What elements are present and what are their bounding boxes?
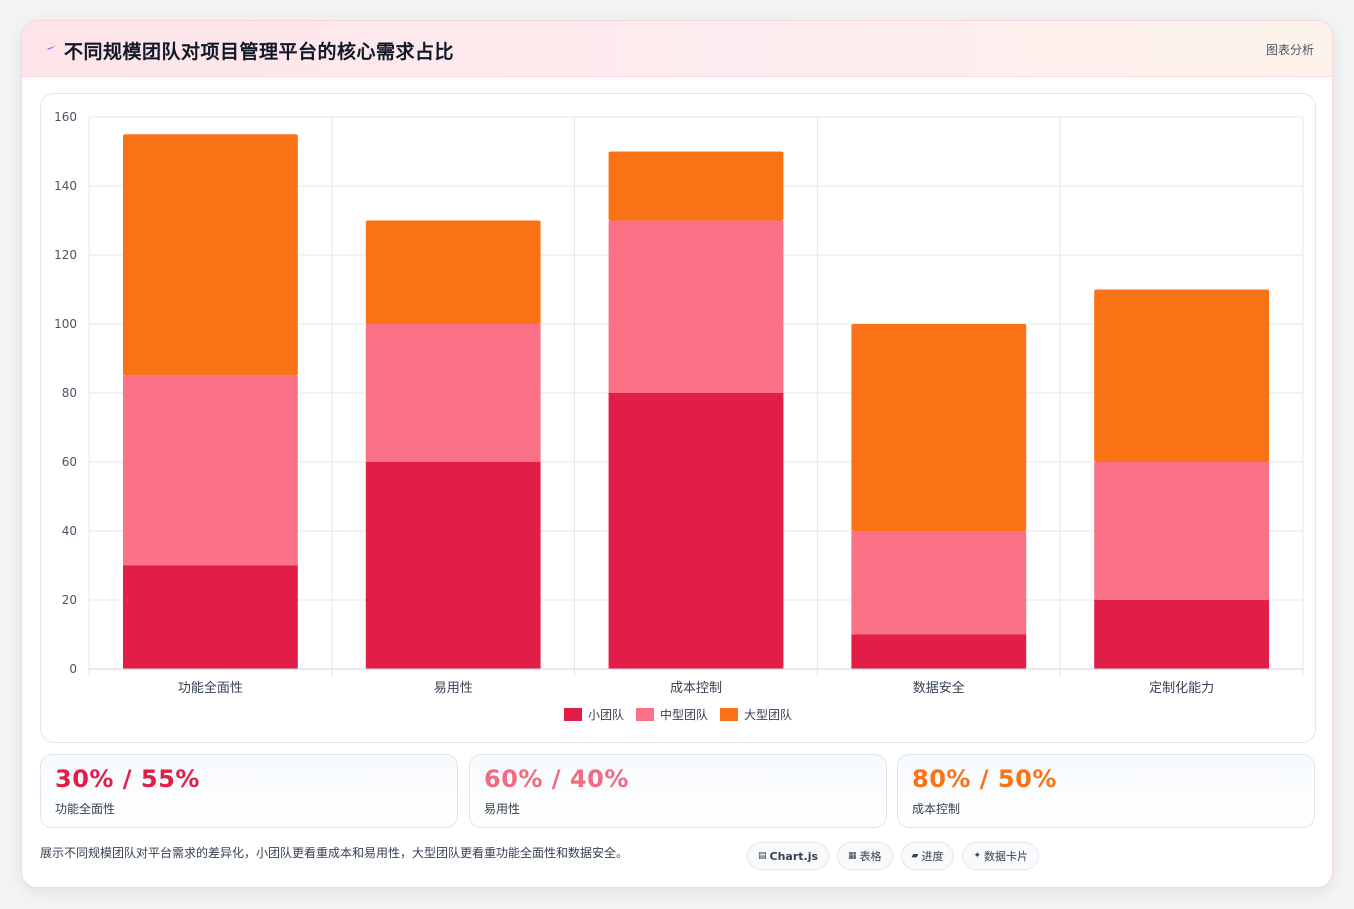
bar-segment — [365, 462, 541, 669]
sparkle-icon: ✦ — [973, 851, 982, 861]
data-card-chip[interactable]: ✦ 数据卡片 — [962, 842, 1040, 870]
stat-value: 30% / 55% — [55, 765, 200, 793]
chart-card: 不同规模团队对项目管理平台的核心需求占比 图表分析 0 20 40 60 80 100 12… — [21, 20, 1333, 888]
bar-segment — [608, 220, 784, 393]
legend-item[interactable]: 小团队 — [563, 706, 624, 723]
bar-segment — [1094, 289, 1270, 462]
bar-segment — [365, 220, 541, 324]
bar-segment — [122, 565, 298, 669]
legend-label: 大型团队 — [744, 708, 793, 722]
page-title: 不同规模团队对项目管理平台的核心需求占比 — [64, 41, 455, 63]
legend-item[interactable]: 中型团队 — [635, 706, 708, 723]
legend-swatch — [635, 708, 654, 721]
table-icon: ▦ — [848, 851, 857, 861]
legend-label: 小团队 — [587, 708, 624, 722]
y-tick-label: 100 — [54, 317, 77, 331]
stacked-bar-chart: 0 20 40 60 80 100 120 140 160 功能全面性 易用性 成本控制 数据安全 定制化… — [54, 110, 1304, 694]
stat-value: 80% / 50% — [912, 765, 1057, 793]
bar-segment — [851, 634, 1027, 669]
stat-card-functionality: 30% / 55% 功能全面性 — [40, 754, 458, 828]
x-tick-label: 功能全面性 — [178, 680, 243, 694]
x-tick-label: 易用性 — [434, 681, 473, 694]
legend-item[interactable]: 大型团队 — [720, 706, 792, 723]
legend-swatch — [563, 708, 582, 721]
progress-icon: ▰ — [911, 851, 919, 861]
bar-segment — [1094, 462, 1270, 600]
y-tick-label: 160 — [54, 110, 77, 124]
stat-card-cost: 80% / 50% 成本控制 — [897, 754, 1315, 828]
stat-label: 功能全面性 — [55, 802, 116, 816]
chart-analysis-tag[interactable]: 图表分析 — [1265, 43, 1314, 57]
bar-segment — [122, 375, 298, 566]
chart-legend: 小团队 中型团队 大型团队 — [41, 706, 1315, 723]
legend-label: 中型团队 — [659, 708, 708, 722]
y-tick-label: 60 — [62, 455, 77, 469]
chip-label: 数据卡片 — [984, 850, 1029, 863]
card-header: 不同规模团队对项目管理平台的核心需求占比 图表分析 — [22, 21, 1332, 77]
stat-label: 易用性 — [484, 802, 521, 816]
bar-segment — [608, 151, 784, 221]
x-tick-label: 成本控制 — [670, 681, 722, 694]
y-tick-label: 120 — [54, 248, 77, 262]
bar-segment — [122, 134, 298, 376]
x-tick-label: 定制化能力 — [1149, 681, 1214, 694]
sparkle-icon — [44, 45, 56, 51]
y-tick-label: 80 — [62, 386, 77, 400]
bar-segment — [851, 531, 1027, 635]
bar-segment — [608, 393, 784, 669]
legend-swatch — [720, 708, 738, 721]
footer-note: 展示不同规模团队对平台需求的差异化，小团队更看重成本和易用性，大型团队更看重功能… — [40, 846, 629, 860]
progress-chip[interactable]: ▰ 进度 — [900, 842, 955, 870]
bar-segment — [365, 324, 541, 462]
x-tick-label: 数据安全 — [913, 680, 965, 694]
chart-js-chip[interactable]: ▤ Chart.js — [747, 842, 830, 870]
chip-label: 进度 — [921, 850, 944, 863]
y-tick-label: 20 — [62, 593, 77, 607]
chart-panel: 0 20 40 60 80 100 120 140 160 功能全面性 易用性 成本控制 数据安全 定制化… — [40, 93, 1316, 743]
stat-value: 60% / 40% — [484, 765, 629, 793]
bar-segment — [851, 324, 1027, 531]
y-tick-label: 40 — [62, 524, 77, 538]
table-chip[interactable]: ▦ 表格 — [837, 842, 893, 870]
stat-card-usability: 60% / 40% 易用性 — [469, 754, 887, 828]
y-tick-label: 0 — [69, 662, 77, 676]
chip-label: 表格 — [859, 850, 882, 863]
chip-group: ▤ Chart.js ▦ 表格 ▰ 进度 ✦ 数据卡片 — [747, 842, 1040, 870]
stat-label: 成本控制 — [912, 802, 961, 816]
y-tick-label: 140 — [54, 179, 77, 193]
chip-label: Chart.js — [769, 849, 819, 863]
bar-segment — [1094, 600, 1270, 669]
chart-icon: ▤ — [758, 851, 767, 861]
